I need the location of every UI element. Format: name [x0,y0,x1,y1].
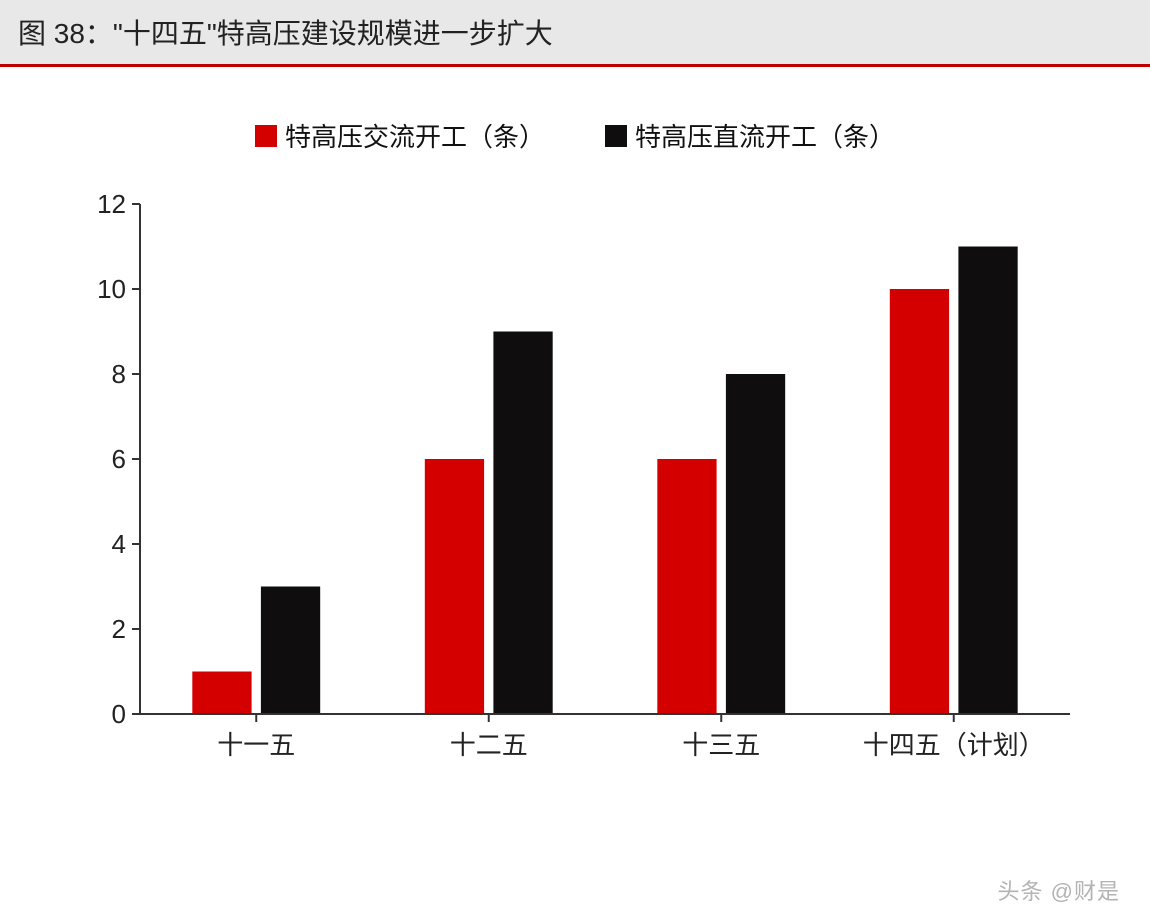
legend-swatch-icon [255,125,277,147]
svg-text:0: 0 [112,699,126,729]
plot: 0 2 4 6 8 10 12 十一五 十二五 十三五 十四五（计划） [60,184,1090,804]
bar-chart-svg: 0 2 4 6 8 10 12 十一五 十二五 十三五 十四五（计划） [60,184,1090,804]
legend-label: 特高压直流开工（条） [635,117,895,154]
svg-text:10: 10 [97,274,126,304]
chart-area: 特高压交流开工（条） 特高压直流开工（条） 0 2 4 6 8 10 12 十一五 十二五 十三五 十… [0,67,1150,814]
x-tick-label: 十一五 [217,730,295,760]
bar [657,459,716,714]
bar [425,459,484,714]
bar [192,672,251,715]
bar [493,332,552,715]
svg-text:2: 2 [112,614,126,644]
watermark: 头条 @财是 [998,874,1120,906]
legend: 特高压交流开工（条） 特高压直流开工（条） [40,117,1110,154]
legend-item-1: 特高压直流开工（条） [605,117,895,154]
legend-label: 特高压交流开工（条） [285,117,545,154]
bar [726,374,785,714]
bar [890,289,949,714]
svg-text:12: 12 [97,189,126,219]
svg-text:4: 4 [112,529,126,559]
x-tick-label: 十三五 [682,730,760,760]
legend-item-0: 特高压交流开工（条） [255,117,545,154]
svg-text:6: 6 [112,444,126,474]
bar [958,247,1017,715]
legend-swatch-icon [605,125,627,147]
svg-text:8: 8 [112,359,126,389]
x-tick-label: 十四五（计划） [863,730,1045,760]
x-tick-label: 十二五 [450,730,528,760]
figure-title: 图 38："十四五"特高压建设规模进一步扩大 [18,18,553,49]
bar [261,587,320,715]
figure-title-bar: 图 38："十四五"特高压建设规模进一步扩大 [0,0,1150,64]
